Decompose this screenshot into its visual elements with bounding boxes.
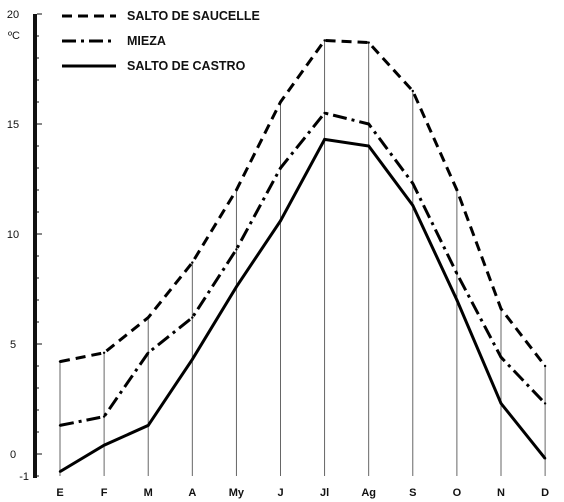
x-tick-label: F (101, 487, 108, 499)
data-point (235, 188, 238, 192)
y-tick-label-minus1: -1 (19, 471, 29, 483)
data-point (499, 356, 503, 359)
x-tick-label: A (188, 487, 196, 499)
data-point (102, 415, 106, 418)
data-point (323, 111, 326, 115)
legend-label-0: SALTO DE SAUCELLE (127, 9, 260, 23)
x-tick-label: N (497, 487, 505, 499)
axis-layer (33, 13, 42, 478)
series-line-2 (59, 137, 547, 473)
y-axis-unit: ºC (8, 30, 20, 42)
y-tick-label: 20 (7, 9, 19, 21)
x-tick-label: M (144, 487, 153, 499)
y-axis-line (33, 14, 37, 478)
data-point (191, 261, 194, 264)
data-point (147, 351, 150, 354)
data-point (323, 39, 326, 42)
x-tick-label: E (56, 487, 63, 499)
data-point (235, 248, 238, 251)
data-point (367, 122, 370, 126)
data-point (58, 470, 62, 473)
data-point (147, 316, 150, 319)
series-line-0 (59, 38, 547, 367)
legend-label-2: SALTO DE CASTRO (127, 59, 246, 73)
y-tick-label: 10 (7, 229, 19, 241)
data-point (455, 272, 459, 275)
data-point (279, 219, 282, 222)
data-point (411, 182, 414, 185)
data-point (235, 285, 238, 288)
x-tick-label: O (453, 487, 462, 499)
grid-layer (59, 40, 546, 476)
series-layer (58, 38, 547, 473)
series-line-1 (59, 111, 547, 427)
data-point (191, 316, 194, 319)
data-point (367, 144, 370, 148)
data-point (147, 424, 150, 427)
data-point (455, 298, 459, 302)
data-point (455, 188, 459, 192)
y-tick-label: 15 (7, 119, 19, 131)
x-tick-label: S (409, 487, 416, 499)
data-point (58, 424, 62, 427)
x-tick-label: Ag (361, 487, 376, 499)
data-point (58, 360, 62, 363)
x-tick-label: My (229, 487, 245, 499)
x-tick-label: J (277, 487, 283, 499)
data-point (323, 138, 326, 141)
x-tick-label: Jl (320, 487, 329, 499)
x-tick-label: D (541, 487, 549, 499)
y-tick-label: 0 (10, 449, 16, 461)
data-point (102, 351, 106, 354)
data-point (543, 364, 547, 368)
data-point (102, 444, 106, 447)
data-point (367, 41, 370, 44)
data-point (279, 166, 282, 170)
data-point (543, 457, 547, 460)
data-point (279, 100, 282, 104)
y-tick-label: 5 (10, 339, 16, 351)
legend: SALTO DE SAUCELLE MIEZA SALTO DE CASTRO (62, 9, 260, 73)
label-layer: 0 5 10 15 20 -1 ºC E F M A My J Jl Ag S O N D (7, 9, 549, 499)
data-point (499, 402, 503, 405)
data-point (543, 402, 547, 405)
data-point (191, 358, 194, 361)
data-point (411, 204, 414, 207)
data-point (411, 89, 414, 93)
legend-label-1: MIEZA (127, 34, 166, 48)
data-point (499, 307, 503, 310)
